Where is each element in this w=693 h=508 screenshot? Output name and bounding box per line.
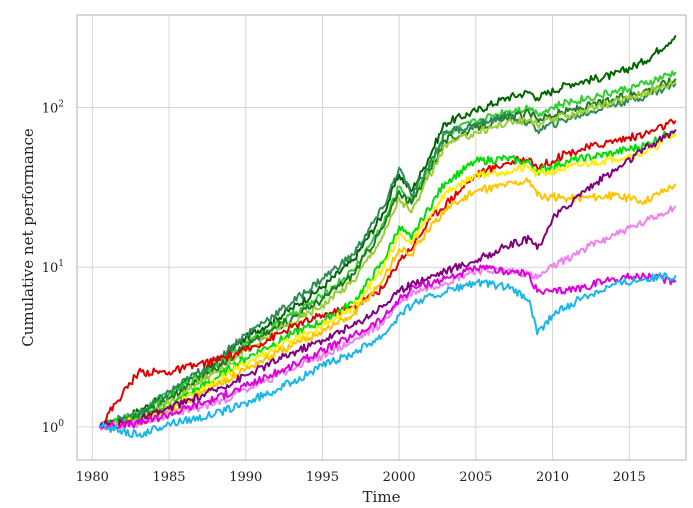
series-line-9 — [99, 129, 677, 430]
y-tick-labels: 100 101 102 — [42, 100, 65, 436]
series-line-12 — [99, 272, 677, 439]
x-tick-label-7: 2015 — [613, 470, 646, 485]
y-tick-label-0: 100 — [42, 419, 65, 436]
x-tick-label-1: 1985 — [152, 470, 185, 485]
series-line-3 — [99, 82, 677, 429]
series-line-4 — [99, 80, 677, 431]
x-tick-label-3: 1995 — [306, 470, 339, 485]
series-line-1 — [99, 70, 677, 431]
series-group — [99, 35, 677, 439]
y-axis-label: Cumulative net performance — [19, 128, 37, 347]
x-tick-labels: 1980 1985 1990 1995 2000 2005 2010 2015 — [76, 470, 646, 485]
y-tick-label-2: 102 — [42, 100, 64, 117]
x-tick-label-4: 2000 — [383, 470, 416, 485]
plot-frame — [76, 14, 687, 461]
x-tick-label-6: 2010 — [536, 470, 569, 485]
x-tick-label-0: 1980 — [76, 470, 109, 485]
x-tick-label-5: 2005 — [459, 470, 492, 485]
series-line-8 — [99, 177, 677, 431]
x-axis-label: Time — [363, 488, 401, 506]
series-line-2 — [99, 77, 677, 429]
x-tick-label-2: 1990 — [229, 470, 262, 485]
series-line-0 — [99, 35, 677, 430]
series-line-5 — [99, 118, 677, 430]
y-tick-label-1: 101 — [42, 259, 64, 276]
series-line-11 — [99, 264, 677, 430]
